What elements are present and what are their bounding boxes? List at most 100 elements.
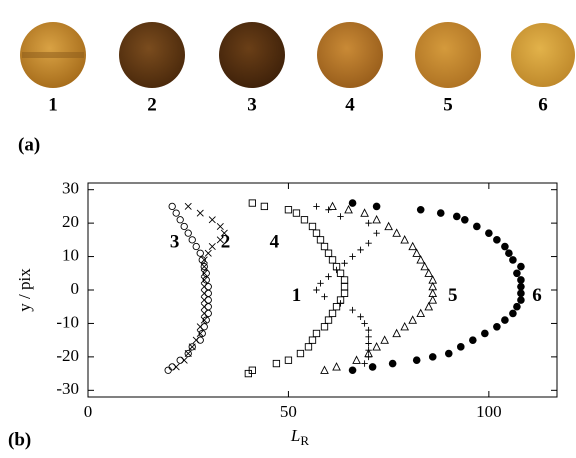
data-point	[333, 304, 339, 310]
data-point	[333, 363, 340, 370]
data-point	[349, 199, 357, 207]
data-point	[321, 366, 328, 373]
data-point	[301, 217, 307, 223]
sample-image	[415, 22, 481, 88]
data-point	[205, 297, 211, 303]
sample-band	[22, 52, 84, 58]
data-point	[493, 323, 501, 331]
data-point	[297, 350, 303, 356]
data-point	[365, 240, 371, 246]
data-point	[185, 203, 191, 209]
data-point	[169, 364, 175, 370]
image-label: 1	[48, 94, 58, 115]
data-point	[481, 330, 489, 338]
x-tick-label: 100	[476, 402, 502, 421]
data-point	[309, 337, 315, 343]
page: 1 2 3 4 5 6 (a) (b) LR y / pix -30-20-10…	[0, 0, 576, 458]
data-point	[185, 230, 191, 236]
data-point	[285, 357, 291, 363]
image-label: 5	[443, 94, 453, 115]
data-point	[273, 360, 279, 366]
data-point	[517, 283, 525, 291]
data-point	[501, 316, 509, 324]
image-label: 2	[147, 94, 157, 115]
data-point	[409, 243, 416, 250]
y-tick-label: 10	[62, 245, 79, 264]
data-point	[193, 243, 199, 249]
data-point	[361, 320, 367, 326]
series-label: 3	[170, 232, 180, 253]
data-point	[305, 344, 311, 350]
image-label: 3	[247, 94, 257, 115]
data-point	[409, 316, 416, 323]
data-point	[217, 223, 223, 229]
data-point	[513, 269, 521, 277]
data-point	[165, 367, 171, 373]
y-tick-label: 30	[62, 179, 79, 198]
data-point	[321, 243, 327, 249]
data-point	[365, 340, 371, 346]
y-tick-label: -20	[56, 346, 79, 365]
data-point	[513, 303, 521, 311]
data-point	[209, 217, 215, 223]
data-point	[373, 203, 381, 211]
data-point	[417, 310, 424, 317]
data-point	[177, 357, 183, 363]
sample-image	[317, 22, 383, 88]
data-point	[509, 256, 517, 264]
y-tick-label: -10	[56, 312, 79, 331]
data-point	[361, 360, 367, 366]
data-point	[261, 203, 267, 209]
data-point	[321, 293, 327, 299]
x-tick-label: 0	[84, 402, 93, 421]
data-point	[365, 220, 371, 226]
data-point	[417, 256, 424, 263]
x-tick-label: 50	[280, 402, 297, 421]
series-label: 2	[221, 232, 231, 253]
series-label: 4	[270, 232, 280, 253]
sample-image	[511, 23, 575, 87]
image-label: 4	[345, 94, 355, 115]
image-label: 6	[538, 94, 548, 115]
data-point	[445, 350, 453, 358]
x-label-sub: R	[300, 433, 309, 448]
data-point	[393, 330, 400, 337]
series-label: 1	[292, 285, 302, 306]
panel-label: (a)	[18, 134, 40, 155]
data-point	[189, 237, 195, 243]
data-point	[421, 263, 428, 270]
data-point	[457, 343, 465, 351]
data-point	[313, 330, 319, 336]
data-point	[181, 223, 187, 229]
data-point	[429, 296, 436, 303]
data-point	[361, 209, 368, 216]
data-point	[353, 356, 360, 363]
data-point	[205, 310, 211, 316]
data-point	[197, 337, 203, 343]
data-point	[169, 203, 175, 209]
data-point	[325, 273, 331, 279]
data-point	[485, 229, 493, 237]
data-point	[381, 336, 388, 343]
data-point	[249, 200, 255, 206]
data-point	[205, 250, 211, 256]
data-point	[205, 290, 211, 296]
plot-frame	[88, 183, 557, 397]
data-point	[437, 209, 445, 217]
data-point	[313, 230, 319, 236]
data-point	[325, 317, 331, 323]
data-point	[413, 249, 420, 256]
data-point	[317, 280, 323, 286]
data-point	[357, 314, 363, 320]
data-point	[493, 236, 501, 244]
series-label: 5	[448, 285, 458, 306]
data-point	[173, 210, 179, 216]
data-point	[197, 210, 203, 216]
data-point	[517, 296, 525, 304]
data-point	[201, 324, 207, 330]
data-point	[341, 260, 347, 266]
data-point	[401, 236, 408, 243]
data-point	[209, 243, 215, 249]
data-point	[369, 363, 377, 371]
data-point	[389, 360, 397, 368]
